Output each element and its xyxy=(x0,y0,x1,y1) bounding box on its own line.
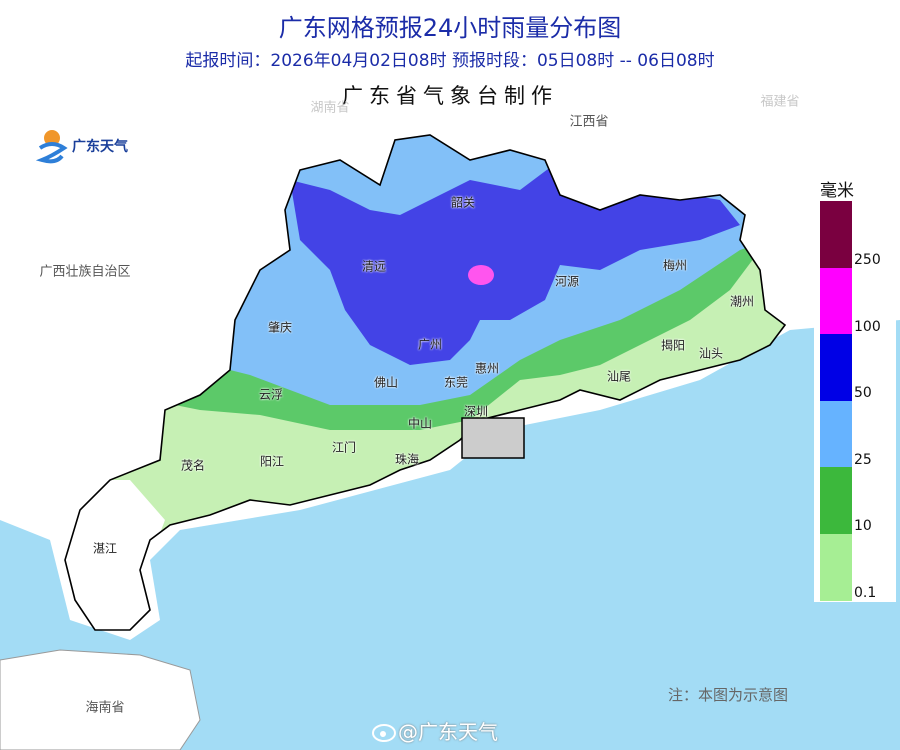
city-huizhou: 惠州 xyxy=(474,361,500,376)
legend-tick: 25 xyxy=(854,451,872,468)
weibo-icon xyxy=(372,723,396,742)
guangdong-weather-logo: 广东天气 xyxy=(36,126,128,166)
city-foshan: 佛山 xyxy=(373,375,399,390)
city-chaozhou: 潮州 xyxy=(729,294,755,309)
map-title: 广东网格预报24小时雨量分布图 xyxy=(278,14,622,42)
city-shanwei: 汕尾 xyxy=(606,369,632,384)
disclaimer-note: 注：本图为示意图 xyxy=(668,686,789,704)
weibo-watermark: @广东天气 xyxy=(372,716,498,745)
city-shenzhen: 深圳 xyxy=(463,404,489,419)
city-meizhou: 梅州 xyxy=(662,258,688,273)
city-maoming: 茂名 xyxy=(180,458,206,473)
zone-50-100 xyxy=(290,160,740,365)
legend-swatch xyxy=(820,267,852,335)
legend-swatch xyxy=(820,201,852,268)
zone-no-rain xyxy=(65,480,165,630)
legend-swatch xyxy=(820,334,852,402)
city-qingyuan: 清远 xyxy=(361,259,387,274)
legend-unit: 毫米 xyxy=(820,181,854,201)
legend-tick: 100 xyxy=(854,318,881,335)
legend-tick: 0.1 xyxy=(854,585,877,601)
city-zhaoqing: 肇庆 xyxy=(267,320,293,335)
watermark-text: @广东天气 xyxy=(398,720,498,744)
city-zhongshan: 中山 xyxy=(407,416,433,431)
logo-text: 广东天气 xyxy=(72,139,128,155)
sun-wave-icon xyxy=(36,130,68,164)
forecast-time: 起报时间：2026年04月02日08时 预报时段：05日08时 -- 06日08… xyxy=(185,51,715,71)
legend-swatch xyxy=(820,534,852,601)
city-heyuan: 河源 xyxy=(554,274,580,289)
legend-swatch xyxy=(820,467,852,535)
city-shantou: 汕头 xyxy=(698,346,724,361)
producer: 广东省气象台制作 xyxy=(342,84,558,108)
city-guangzhou: 广州 xyxy=(417,337,443,352)
city-zhuhai: 珠海 xyxy=(394,452,420,467)
region-hainan: 海南省 xyxy=(85,700,125,716)
city-dongguan: 东莞 xyxy=(443,375,469,390)
legend-tick: 50 xyxy=(854,385,872,402)
city-jieyang: 揭阳 xyxy=(660,338,686,353)
city-jiangmen: 江门 xyxy=(331,440,357,455)
city-yangjiang: 阳江 xyxy=(259,454,285,469)
region-jiangxi: 江西省 xyxy=(569,114,609,130)
region-hunan: 湖南省 xyxy=(310,100,350,116)
region-fujian: 福建省 xyxy=(760,94,800,110)
legend-tick: 250 xyxy=(854,252,881,268)
legend-swatch xyxy=(820,400,852,468)
city-zhanjiang: 湛江 xyxy=(92,541,118,556)
zone-100-250 xyxy=(468,265,494,285)
legend-tick: 10 xyxy=(854,518,872,535)
rainfall-legend: 毫米 250 100 50 25 10 0.1 xyxy=(814,176,896,602)
region-guangxi: 广西壮族自治区 xyxy=(39,264,131,280)
city-yunfu: 云浮 xyxy=(258,387,284,402)
hongkong-box xyxy=(461,417,525,459)
city-shaoguan: 韶关 xyxy=(450,195,476,210)
hainan-land xyxy=(0,649,201,750)
